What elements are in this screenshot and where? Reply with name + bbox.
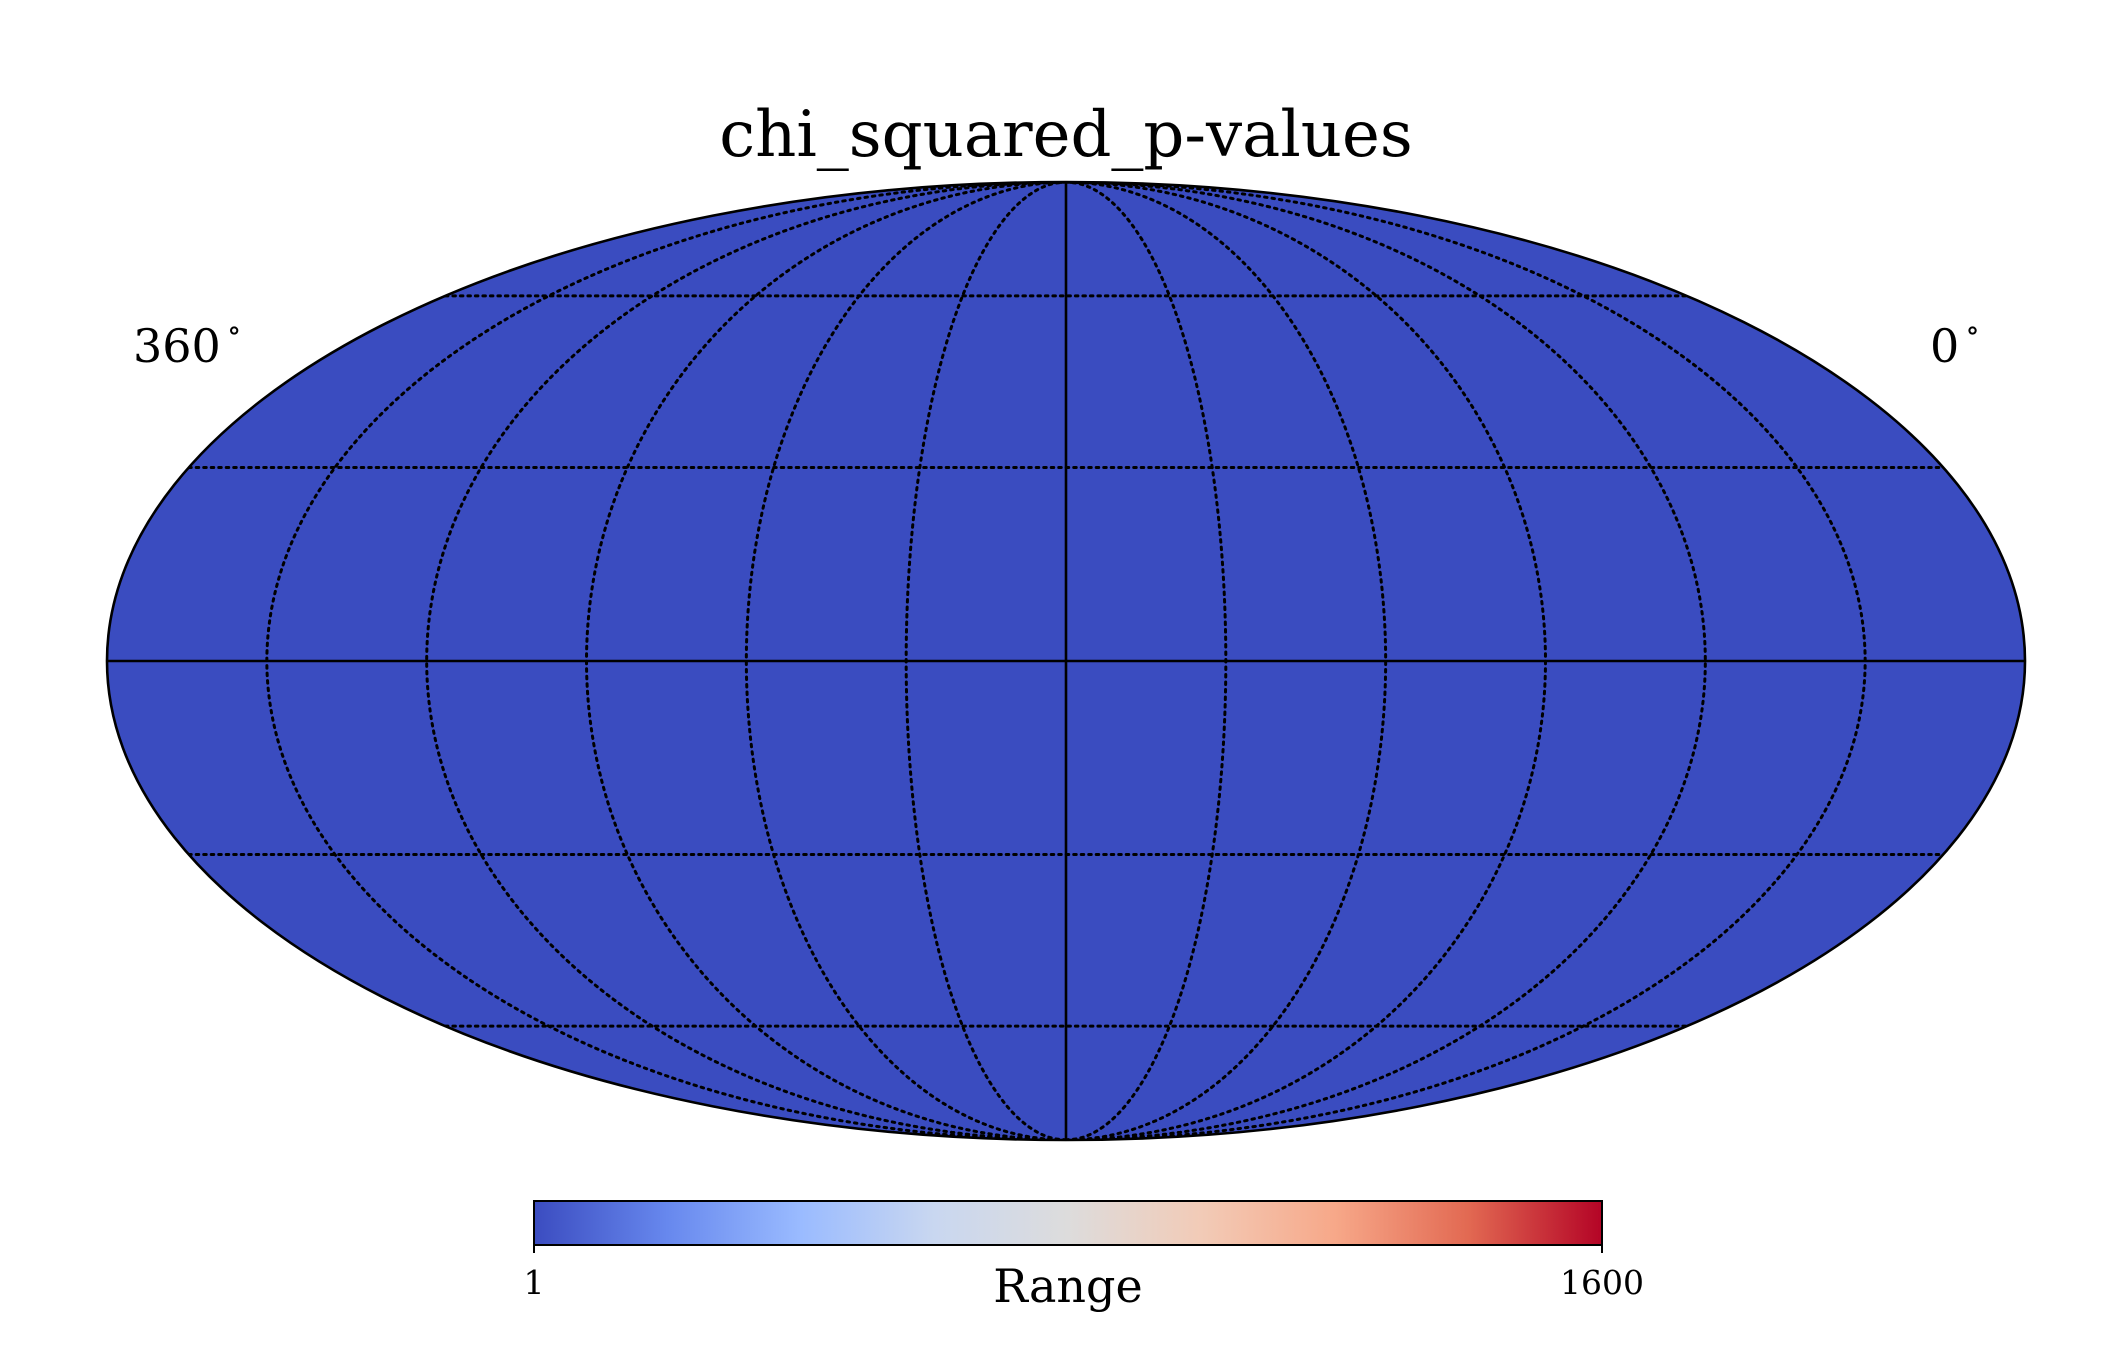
colorbar-min-label: 1	[524, 1263, 545, 1302]
longitude-label-right: 0	[1930, 319, 1959, 373]
longitude-label-left: 360	[133, 319, 221, 373]
map-outline	[105, 180, 2027, 1142]
degree-symbol-right: ∘	[1965, 313, 1980, 348]
chart-title: chi_squared_p-values	[719, 98, 1412, 172]
colorbar-max-label: 1600	[1560, 1263, 1644, 1302]
meridian-line	[425, 182, 1068, 1140]
svg-text:360∘: 360 ∘	[133, 313, 242, 373]
colorbar	[533, 1200, 1603, 1246]
degree-symbol-left: ∘	[227, 313, 242, 348]
svg-text:0∘: 0 ∘	[1930, 313, 1980, 373]
colorbar-label: Range	[993, 1259, 1142, 1313]
